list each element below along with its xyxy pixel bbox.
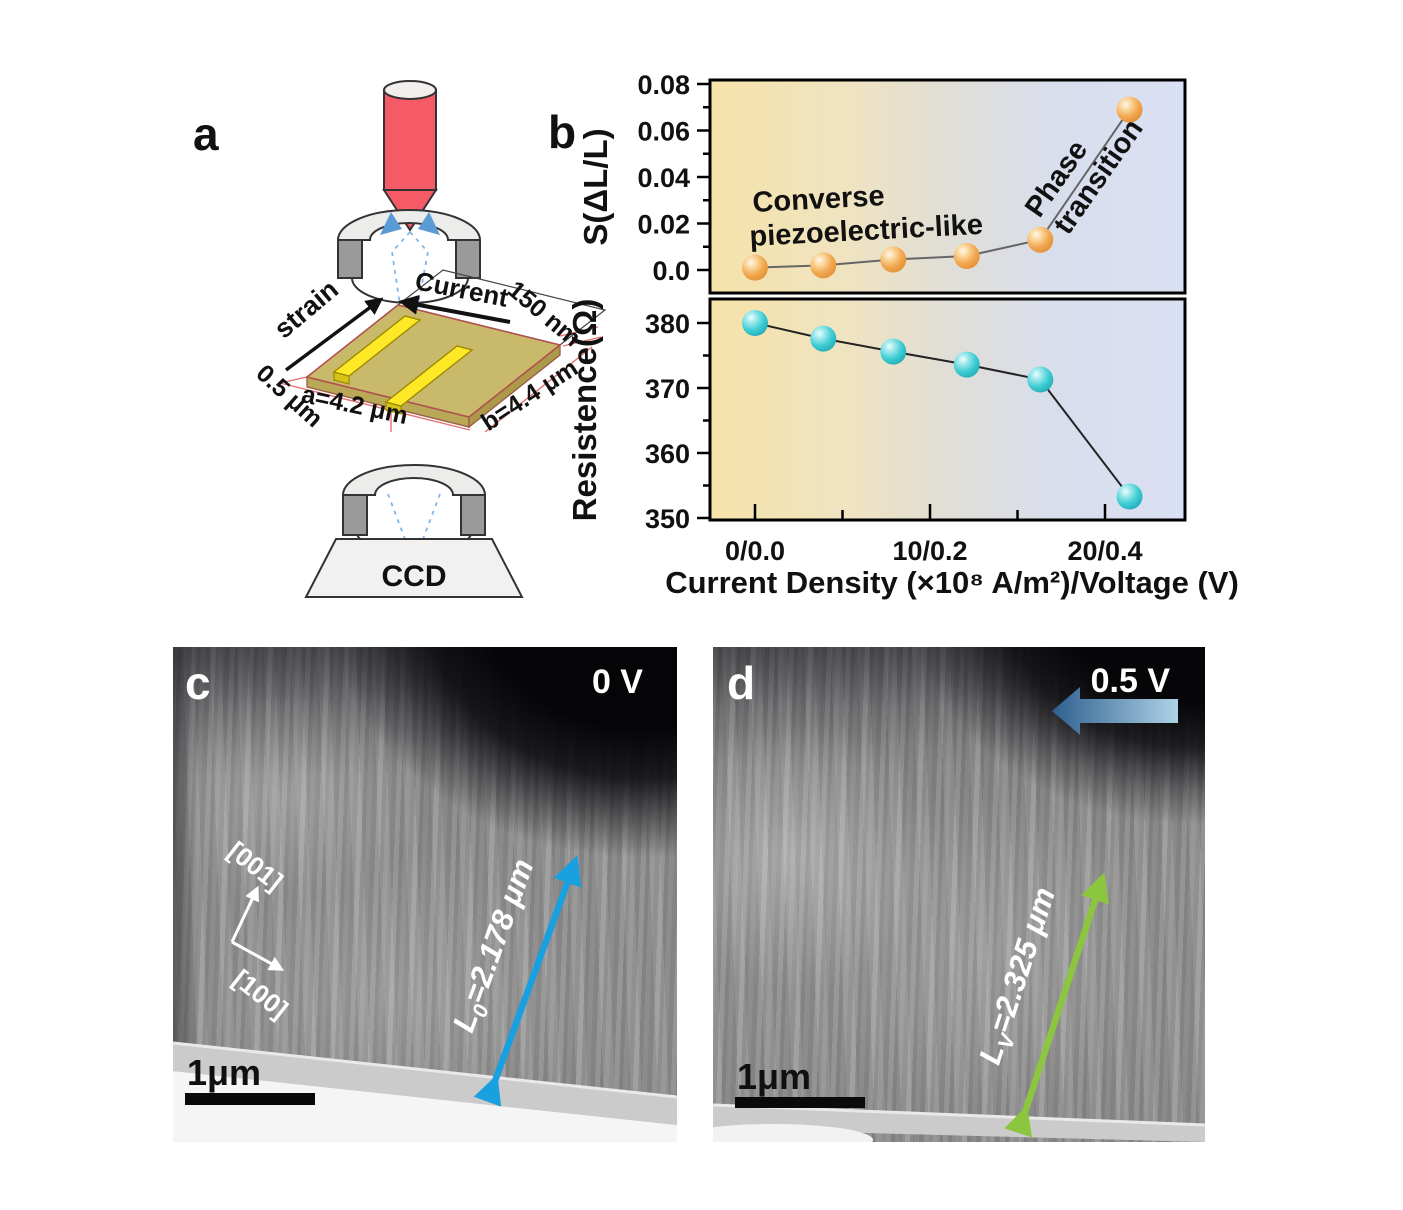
panel-a-letter: a [193, 108, 219, 160]
length-arrow-green [1004, 872, 1109, 1138]
ccd-label: CCD [382, 560, 447, 593]
tick-label: 0.08 [637, 70, 690, 100]
data-point [880, 338, 907, 365]
panel-d-overlay: d 0.5 V LV=2.325 μm 1μm [713, 657, 1205, 1142]
current-arrow [398, 294, 511, 324]
axis-ticks: 0.08 0.06 0.04 0.02 0.0 380 370 360 350 0/0.0 10/0… [637, 70, 1142, 566]
vacuum-dark-region [713, 647, 1205, 1142]
lower-plot-area [708, 297, 1187, 522]
panel-a-schematic: a [193, 80, 607, 598]
data-point [1116, 96, 1143, 123]
lower-y-axis-title: Resistence(Ω) [566, 299, 603, 522]
tick-label: 350 [645, 504, 690, 534]
tick-label: 10/0.2 [892, 536, 967, 566]
substrate-edge [713, 1103, 1205, 1127]
substrate-under [713, 1124, 873, 1142]
annotation-converse: Converse [752, 180, 886, 219]
length-label-d: LV=2.325 μm [972, 883, 1067, 1070]
data-point [1027, 366, 1054, 393]
tick-label: 0/0.0 [725, 536, 785, 566]
sample-assembly [279, 269, 607, 433]
tick-label: 20/0.4 [1067, 536, 1142, 566]
upper-annular-mirror-icon [336, 209, 482, 304]
tick-label: 370 [645, 374, 690, 404]
length-arrow-blue [473, 855, 582, 1107]
tick-label: 0.04 [637, 163, 690, 193]
scalebar-label-d: 1μm [737, 1056, 811, 1097]
data-point [810, 252, 837, 279]
panel-c-overlay: c 0 V [001] [100] L0=2.178 μm 1μm [173, 657, 677, 1142]
data-points [742, 96, 1143, 510]
panel-b-chart: b S(ΔL/L) Resistence(Ω) Current Density … [548, 70, 1239, 600]
tick-label: 0.0 [652, 256, 690, 286]
length-label-c: L0=2.178 μm [446, 854, 546, 1038]
tick-label: 0.02 [637, 210, 690, 240]
tick-label: 0.06 [637, 117, 690, 147]
panel-c-letter: c [185, 657, 211, 709]
sample-plate [305, 304, 562, 418]
axis-100-label: [100] [227, 963, 293, 1024]
panel-d-voltage: 0.5 V [1091, 662, 1171, 700]
data-point [880, 246, 907, 273]
data-point [953, 243, 980, 270]
crystal-axes: [001] [100] [222, 835, 293, 1024]
light-path-lower [387, 493, 441, 564]
scalebar-d [735, 1097, 865, 1108]
data-point [1116, 483, 1143, 510]
substrate-edge [173, 1041, 677, 1099]
axis-001-arrow [230, 885, 259, 943]
panel-d-letter: d [727, 657, 755, 709]
panel-c-micrograph: c 0 V [001] [100] L0=2.178 μm 1μm [173, 647, 677, 1142]
lower-annular-mirror-icon [341, 464, 487, 556]
panel-b-letter: b [548, 106, 576, 158]
panel-c-voltage: 0 V [592, 663, 643, 701]
beam-arrowheads-icon [380, 212, 440, 235]
voltage-direction-arrow [1052, 687, 1178, 735]
ccd-detector-icon: CCD [304, 538, 524, 598]
data-point [742, 254, 768, 281]
electrodes [332, 315, 474, 415]
dimension-lines [279, 326, 602, 433]
objective-lens-icon [382, 80, 438, 232]
tick-label: 380 [645, 309, 690, 339]
x-axis-title: Current Density (×10⁸ A/m²)/Voltage (V) [665, 565, 1239, 600]
data-point [1027, 226, 1054, 253]
scalebar-c [185, 1093, 315, 1105]
measure-post: =2.325 μm [982, 883, 1062, 1037]
tick-label: 360 [645, 439, 690, 469]
panel-d-micrograph: d 0.5 V LV=2.325 μm 1μm [713, 647, 1205, 1142]
data-point [810, 325, 837, 352]
scalebar-label-c: 1μm [187, 1052, 261, 1093]
substrate-under [173, 1071, 677, 1142]
data-point [953, 351, 980, 378]
axis-100-arrow [231, 940, 285, 971]
strain-arrow [284, 297, 384, 372]
upper-y-axis-title: S(ΔL/L) [577, 128, 614, 245]
data-point [742, 310, 768, 336]
axis-001-label: [001] [222, 835, 288, 896]
